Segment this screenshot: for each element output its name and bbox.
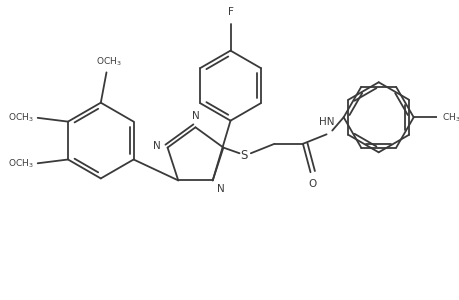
Text: OCH$_3$: OCH$_3$ bbox=[8, 157, 34, 169]
Text: F: F bbox=[227, 8, 233, 17]
Text: CH$_3$: CH$_3$ bbox=[441, 111, 459, 124]
Text: N: N bbox=[217, 184, 225, 194]
Text: S: S bbox=[240, 149, 247, 162]
Text: OCH$_3$: OCH$_3$ bbox=[95, 55, 121, 68]
Text: N: N bbox=[153, 141, 161, 151]
Text: OCH$_3$: OCH$_3$ bbox=[8, 112, 34, 124]
Text: N: N bbox=[191, 111, 199, 121]
Text: O: O bbox=[308, 179, 316, 189]
Text: HN: HN bbox=[318, 117, 334, 127]
